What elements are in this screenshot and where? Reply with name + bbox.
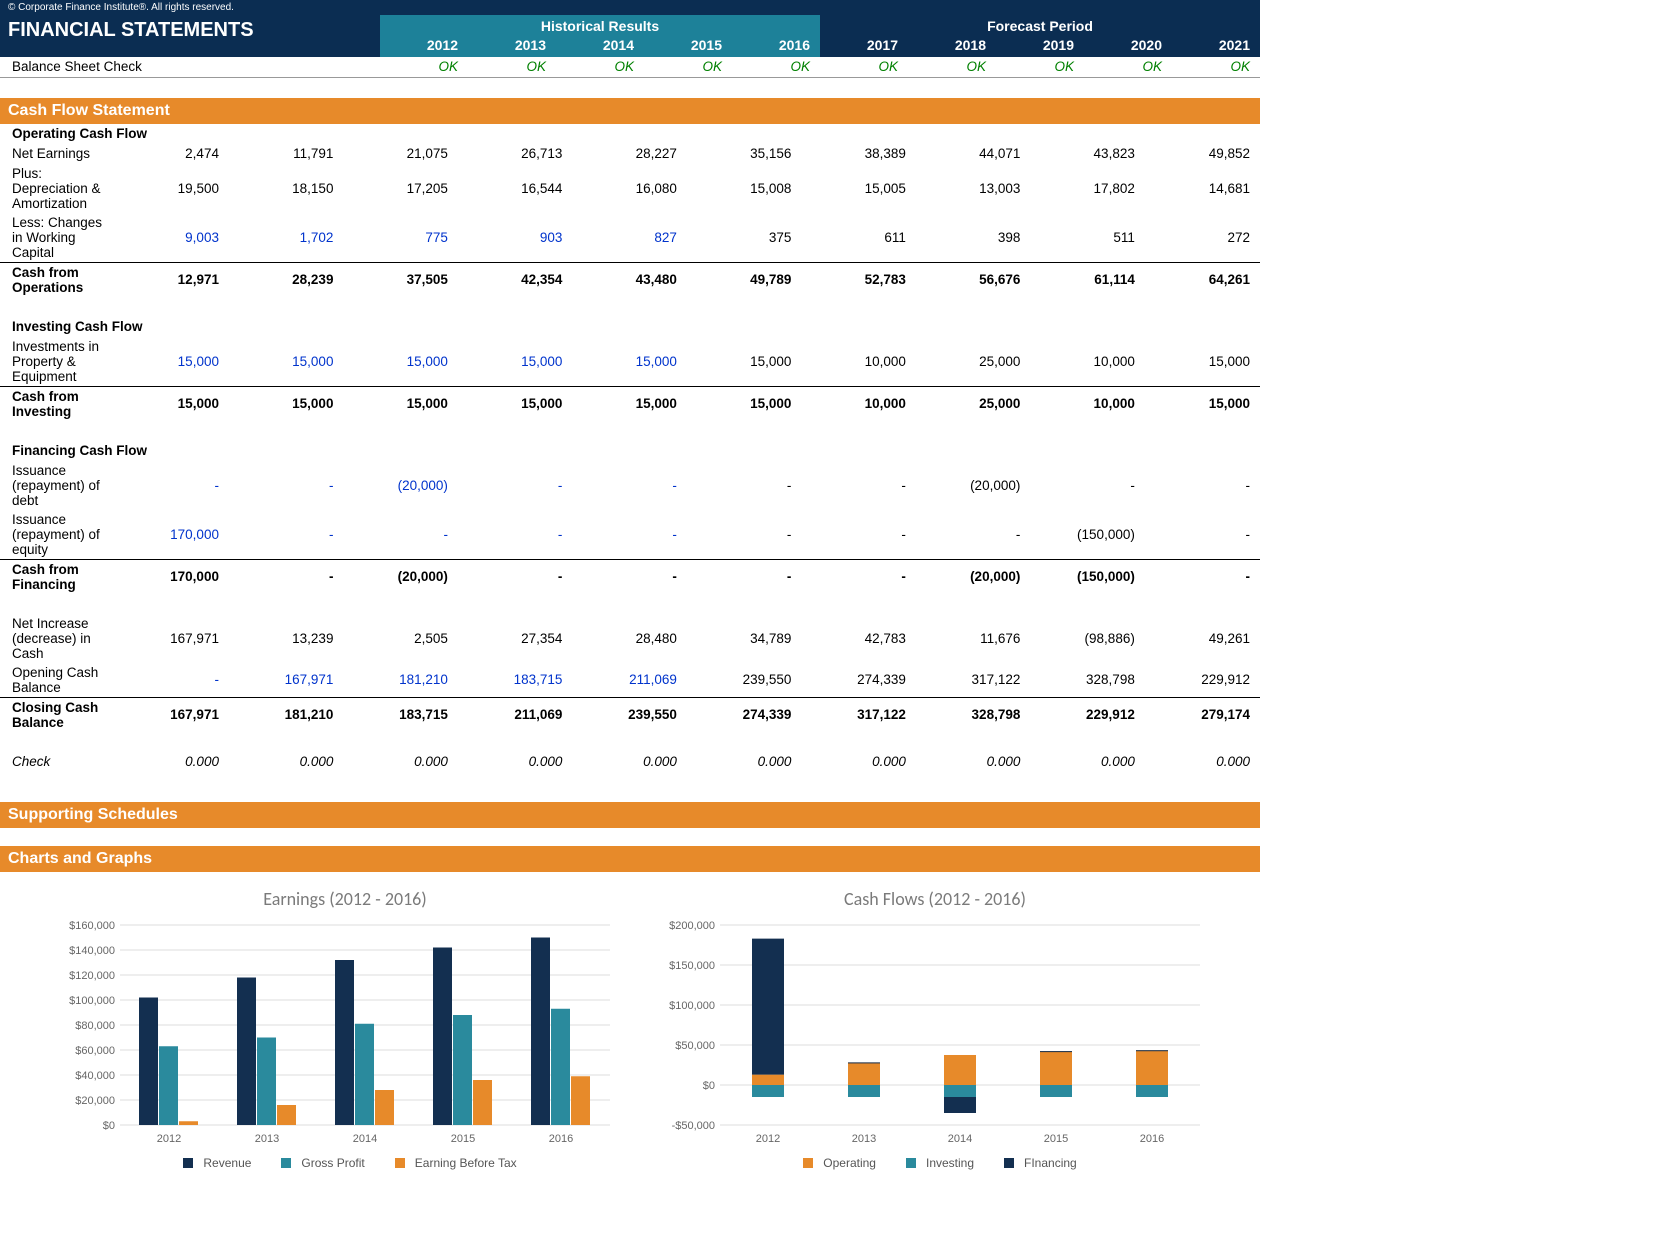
svg-text:$0: $0 — [703, 1080, 715, 1092]
table-row: Cash from Financing170,000-(20,000)----(… — [0, 559, 1260, 594]
section-cashflow: Cash Flow Statement — [0, 98, 1260, 124]
year-2020: 2020 — [1084, 37, 1172, 57]
svg-text:$150,000: $150,000 — [669, 960, 715, 972]
header-historical: Historical Results 2012 2013 2014 2015 2… — [380, 15, 820, 57]
svg-text:2016: 2016 — [1140, 1133, 1164, 1145]
table-row: Closing Cash Balance167,971181,210183,71… — [0, 697, 1260, 732]
balance-check-row: Balance Sheet Check OK OK OK OK OK OK OK… — [0, 57, 1260, 77]
cashflows-chart-box: Cash Flows (2012 - 2016) -$50,000 $0 $50,0… — [650, 882, 1220, 1170]
svg-text:$60,000: $60,000 — [75, 1045, 115, 1057]
header-forecast: Forecast Period 2017 2018 2019 2020 2021 — [820, 15, 1260, 57]
svg-text:$100,000: $100,000 — [669, 1000, 715, 1012]
svg-text:2013: 2013 — [255, 1133, 279, 1145]
table-row: Net Earnings2,47411,79121,07526,71328,22… — [0, 144, 1260, 164]
table-row: Issuance (repayment) of equity170,000---… — [0, 510, 1260, 560]
table-row: Investing Cash Flow — [0, 317, 1260, 337]
cashflows-chart-title: Cash Flows (2012 - 2016) — [650, 888, 1220, 910]
table-row: Cash from Investing15,00015,00015,00015,… — [0, 386, 1260, 421]
table-row: Cash from Operations12,97128,23937,50542… — [0, 262, 1260, 297]
table-row: Investments in Property & Equipment15,00… — [0, 337, 1260, 387]
svg-text:$160,000: $160,000 — [69, 920, 115, 932]
svg-text:2015: 2015 — [1044, 1133, 1068, 1145]
balance-check-label: Balance Sheet Check — [0, 57, 380, 77]
year-2016: 2016 — [732, 37, 820, 57]
table-row: Net Increase (decrease) in Cash167,97113… — [0, 614, 1260, 663]
svg-text:2015: 2015 — [451, 1133, 475, 1145]
copyright-bar: © Corporate Finance Institute®. All righ… — [0, 0, 1260, 15]
svg-text:$140,000: $140,000 — [69, 945, 115, 957]
charts-container: Earnings (2012 - 2016) $0$20,000$40,000$… — [0, 872, 1260, 1180]
table-row: Plus: Depreciation & Amortization19,5001… — [0, 164, 1260, 213]
svg-text:$20,000: $20,000 — [75, 1095, 115, 1107]
cashflows-legend: OperatingInvestingFInancing — [650, 1156, 1220, 1170]
cashflow-table: Operating Cash FlowNet Earnings2,47411,7… — [0, 124, 1260, 772]
svg-text:2012: 2012 — [157, 1133, 181, 1145]
earnings-chart-title: Earnings (2012 - 2016) — [60, 888, 630, 910]
table-row: Opening Cash Balance-167,971181,210183,7… — [0, 663, 1260, 698]
table-row: Less: Changes in Working Capital9,0031,7… — [0, 213, 1260, 263]
year-2019: 2019 — [996, 37, 1084, 57]
svg-text:$50,000: $50,000 — [675, 1040, 715, 1052]
svg-text:2014: 2014 — [948, 1133, 972, 1145]
svg-text:$200,000: $200,000 — [669, 920, 715, 932]
forecast-label: Forecast Period — [820, 15, 1260, 37]
svg-text:$0: $0 — [103, 1120, 115, 1132]
historical-label: Historical Results — [380, 15, 820, 37]
year-2018: 2018 — [908, 37, 996, 57]
section-supporting: Supporting Schedules — [0, 802, 1260, 828]
year-2013: 2013 — [468, 37, 556, 57]
table-row: Check0.0000.0000.0000.0000.0000.0000.000… — [0, 752, 1260, 772]
balance-check-table: Balance Sheet Check OK OK OK OK OK OK OK… — [0, 57, 1260, 78]
table-row: Financing Cash Flow — [0, 441, 1260, 461]
svg-text:2014: 2014 — [353, 1133, 377, 1145]
svg-text:2012: 2012 — [756, 1133, 780, 1145]
year-2021: 2021 — [1172, 37, 1260, 57]
earnings-chart: $0 $20,000 $40,000 $60,000 $80,000 $100,000 $1… — [60, 920, 620, 1150]
svg-text:$80,000: $80,000 — [75, 1020, 115, 1032]
year-2014: 2014 — [556, 37, 644, 57]
svg-text:2013: 2013 — [852, 1133, 876, 1145]
table-row: Issuance (repayment) of debt--(20,000)--… — [0, 461, 1260, 510]
svg-text:2016: 2016 — [549, 1133, 573, 1145]
section-charts: Charts and Graphs — [0, 846, 1260, 872]
svg-text:$40,000: $40,000 — [75, 1070, 115, 1082]
page-title: FINANCIAL STATEMENTS — [0, 15, 380, 57]
svg-text:-$50,000: -$50,000 — [672, 1120, 715, 1132]
year-2015: 2015 — [644, 37, 732, 57]
earnings-legend: RevenueGross ProfitEarning Before Tax — [60, 1156, 630, 1170]
year-2017: 2017 — [820, 37, 908, 57]
year-2012: 2012 — [380, 37, 468, 57]
svg-text:$100,000: $100,000 — [69, 995, 115, 1007]
svg-text:$120,000: $120,000 — [69, 970, 115, 982]
cashflows-chart: -$50,000 $0 $50,000 $100,000 $150,000 $200,00… — [650, 920, 1210, 1150]
earnings-chart-box: Earnings (2012 - 2016) $0$20,000$40,000$… — [60, 882, 630, 1170]
table-row: Operating Cash Flow — [0, 124, 1260, 144]
header-row: FINANCIAL STATEMENTS Historical Results … — [0, 15, 1260, 57]
